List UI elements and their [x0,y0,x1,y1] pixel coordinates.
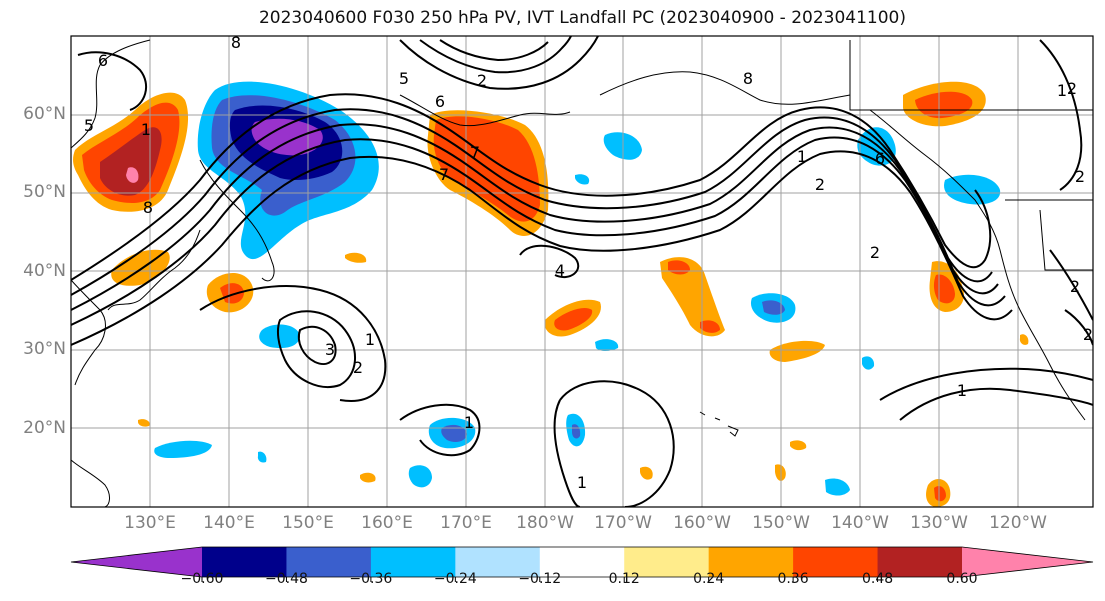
lat-label-20n: 20°N [23,418,66,438]
contour-label: 6 [435,92,445,111]
colorbar [70,546,1094,582]
contour-label: 2 [1075,167,1085,186]
colorbar-box [286,547,372,577]
colorbar-tick-label: −0.48 [264,571,308,587]
contour-label: 2 [353,358,363,377]
contour-label: 8 [743,69,753,88]
contour-label: 6 [98,51,108,70]
contour-label: 5 [399,69,409,88]
colorbar-box [370,547,456,577]
contour-label: 8 [143,198,153,217]
contour-label: 7 [439,165,449,184]
graticule [71,36,1093,507]
colorbar-box [202,547,287,577]
lon-label: 150°W [752,513,810,533]
colorbar-tick-label: 0.24 [693,571,725,587]
lon-label: 140°E [203,513,255,533]
lon-label: 130°E [124,513,176,533]
colorbar-tick-label: −0.12 [518,571,562,587]
lon-label: 170°E [440,513,492,533]
contour-label: 8 [231,33,241,52]
colorbar-box [539,547,625,577]
contour-label: 1 [365,330,375,349]
contour-label: 1 [577,473,587,492]
contour-label: 2 [1067,79,1077,98]
colorbar-tick-label: 0.60 [946,571,978,587]
colorbar-tick-label: −0.60 [180,571,224,587]
lon-label: 160°W [673,513,731,533]
contour-label: 1 [141,120,151,139]
contour-label: 1 [464,413,474,432]
contour-label-group: 6 8 2 5 6 7 2 1 8 5 7 4 1 2 8 6 2 1 3 2 … [84,33,1093,492]
contour-label: 2 [1083,325,1093,344]
lon-label: 130°W [910,513,968,533]
colorbar-box [624,547,710,577]
contour-label: 2 [815,175,825,194]
colorbar-extend-min [71,547,202,577]
contour-label: 3 [325,340,335,359]
plot-frame [70,35,1094,508]
colorbar-box [708,547,794,577]
contour-label: 1 [957,381,967,400]
contour-label: 1 [1057,81,1067,100]
lat-label-30n: 30°N [23,339,66,359]
colorbar-tick-label: −0.24 [433,571,477,587]
contour-lines [71,36,1093,507]
lon-label: 160°E [361,513,413,533]
colorbar-box [793,547,879,577]
contour-label: 7 [470,143,480,162]
contour-label: 4 [555,261,565,280]
colorbar-tick-label: −0.36 [349,571,393,587]
contour-label: 1 [797,147,807,166]
map-title: 2023040600 F030 250 hPa PV, IVT Landfall… [258,8,906,28]
contour-label: 5 [84,116,94,135]
lat-label-50n: 50°N [23,182,66,202]
lat-label-40n: 40°N [23,261,66,281]
colorbar-tick-label: 0.48 [861,571,894,587]
contour-label: 2 [870,243,880,262]
colorbar-box [455,547,541,577]
lon-label: 150°E [282,513,334,533]
colorbar-tick-label: 0.36 [777,571,809,587]
colorbar-tick-label: 0.12 [608,571,640,587]
lon-label: 170°W [594,513,652,533]
lon-label: 180°W [516,513,574,533]
contour-label: 6 [875,149,885,168]
contour-label: 2 [477,71,487,90]
lon-label: 140°W [831,513,889,533]
lat-label-60n: 60°N [23,104,66,124]
lon-label: 120°W [989,513,1047,533]
colorbar-extend-max [962,547,1093,577]
colorbar-box [877,547,963,577]
contour-label: 2 [1070,277,1080,296]
